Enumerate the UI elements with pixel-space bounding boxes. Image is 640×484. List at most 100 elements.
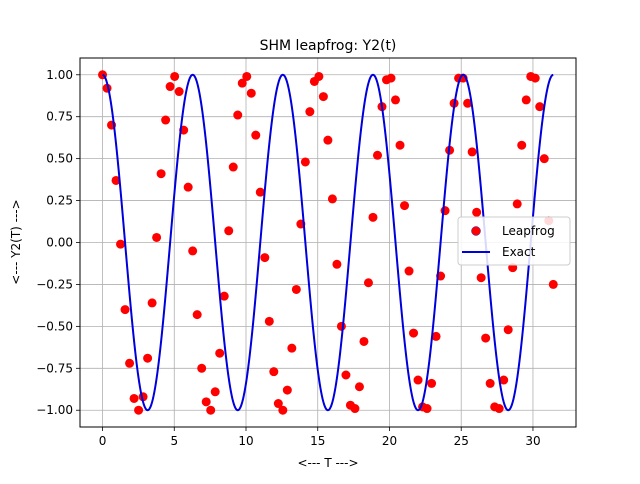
leapfrog-point	[323, 135, 333, 145]
y-tick-label: 0.25	[46, 194, 73, 208]
leapfrog-point	[255, 187, 265, 197]
leapfrog-point	[210, 387, 220, 397]
leapfrog-point	[192, 310, 202, 320]
leapfrog-point	[476, 273, 486, 283]
leapfrog-point	[282, 385, 292, 395]
leapfrog-point	[111, 175, 121, 185]
leapfrog-point	[219, 291, 229, 301]
leapfrog-point	[354, 382, 364, 392]
leapfrog-point	[246, 88, 256, 98]
leapfrog-point	[183, 182, 193, 192]
leapfrog-point	[336, 321, 346, 331]
leapfrog-point	[413, 375, 423, 385]
leapfrog-point	[318, 92, 328, 102]
leapfrog-point	[224, 226, 234, 236]
leapfrog-point	[165, 82, 175, 92]
leapfrog-point	[129, 393, 139, 403]
leapfrog-point	[485, 378, 495, 388]
leapfrog-point	[359, 336, 369, 346]
leapfrog-point	[341, 370, 351, 380]
leapfrog-point	[251, 130, 261, 140]
leapfrog-point	[395, 140, 405, 150]
legend-label-exact: Exact	[502, 245, 536, 259]
leapfrog-point	[440, 206, 450, 216]
y-tick-label: 0.00	[46, 236, 73, 250]
leapfrog-point	[404, 266, 414, 276]
leapfrog-point	[269, 367, 279, 377]
x-tick-label: 25	[454, 434, 469, 448]
leapfrog-point	[300, 157, 310, 167]
x-tick-label: 20	[382, 434, 397, 448]
x-tick-label: 0	[99, 434, 107, 448]
leapfrog-point	[535, 102, 545, 112]
leapfrog-point	[228, 162, 238, 172]
leapfrog-point	[125, 358, 135, 368]
leapfrog-point	[350, 404, 360, 414]
legend: Leapfrog Exact	[457, 216, 571, 266]
x-axis-label: <--- T --->	[297, 456, 358, 470]
leapfrog-point	[467, 147, 477, 157]
leapfrog-point	[242, 71, 252, 81]
x-tick-label: 30	[525, 434, 540, 448]
legend-label-leapfrog: Leapfrog	[502, 224, 555, 238]
y-tick-label: 1.00	[46, 68, 73, 82]
y-tick-label: −0.75	[36, 361, 73, 375]
leapfrog-point	[368, 212, 378, 222]
leapfrog-point	[517, 140, 527, 150]
leapfrog-point	[463, 98, 473, 108]
y-tick-label: 0.50	[46, 152, 73, 166]
leapfrog-point	[409, 328, 419, 338]
x-tick-label: 15	[310, 434, 325, 448]
leapfrog-point	[521, 95, 531, 105]
y-axis-label: <--- Y2(T) --->	[9, 199, 23, 284]
y-tick-label: −1.00	[36, 403, 73, 417]
leapfrog-point	[156, 169, 166, 179]
leapfrog-point	[539, 154, 549, 164]
leapfrog-point	[494, 404, 504, 414]
leapfrog-point	[147, 298, 157, 308]
leapfrog-point	[134, 405, 144, 415]
leapfrog-point	[372, 150, 382, 160]
leapfrog-point	[386, 73, 396, 83]
leapfrog-point	[116, 239, 126, 249]
leapfrog-point	[143, 353, 153, 363]
axis-ticks: 0 5 10 15 20 25 30 −1.00 −0.75 −0.50 −0.25 0.00 0.25…	[36, 68, 540, 448]
x-tick-label: 10	[238, 434, 253, 448]
leapfrog-point	[215, 348, 225, 358]
legend-marker-leapfrog	[471, 226, 481, 236]
leapfrog-point	[391, 95, 401, 105]
leapfrog-point	[314, 71, 324, 81]
leapfrog-point	[197, 363, 207, 373]
y-tick-label: 0.75	[46, 110, 73, 124]
leapfrog-point	[512, 199, 522, 209]
leapfrog-point	[120, 305, 130, 315]
leapfrog-point	[174, 87, 184, 97]
leapfrog-point	[472, 207, 482, 217]
leapfrog-point	[363, 278, 373, 288]
leapfrog-point	[237, 78, 247, 88]
chart-title: SHM leapfrog: Y2(t)	[260, 38, 397, 54]
y-tick-label: −0.50	[36, 319, 73, 333]
leapfrog-point	[503, 325, 513, 335]
leapfrog-point	[327, 194, 337, 204]
leapfrog-point	[431, 331, 441, 341]
leapfrog-point	[206, 405, 216, 415]
y-tick-label: −0.25	[36, 277, 73, 291]
series-layer	[98, 70, 558, 415]
leapfrog-point	[530, 73, 540, 83]
x-tick-label: 5	[170, 434, 178, 448]
leapfrog-point	[305, 107, 315, 117]
leapfrog-point	[188, 246, 198, 256]
leapfrog-point	[332, 259, 342, 269]
leapfrog-point	[278, 405, 288, 415]
leapfrog-point	[264, 316, 274, 326]
leapfrog-point	[499, 375, 509, 385]
leapfrog-point	[260, 253, 270, 263]
leapfrog-point	[161, 115, 171, 125]
leapfrog-point	[287, 343, 297, 353]
leapfrog-point	[291, 284, 301, 294]
leapfrog-point	[273, 399, 283, 409]
exact-series-line	[102, 73, 554, 412]
